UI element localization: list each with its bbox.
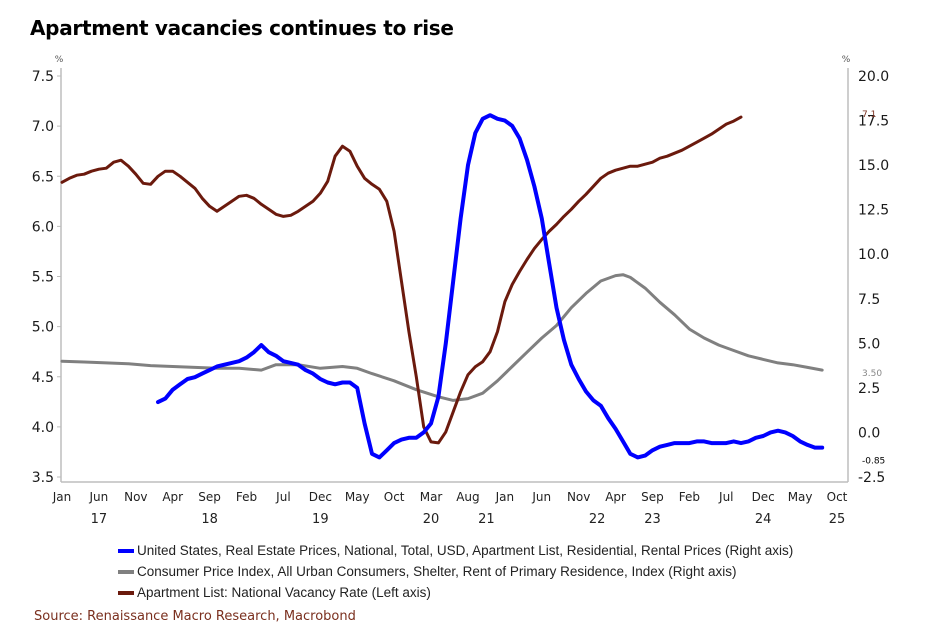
right-tick-label: 7.5 (858, 292, 880, 308)
legend-swatch-brown (118, 590, 134, 595)
x-tick-label: Nov (124, 490, 147, 504)
legend-item-vacancy-rate: Apartment List: National Vacancy Rate (L… (118, 582, 793, 603)
right-tick-label: 0.0 (858, 425, 880, 441)
x-tick-label: Apr (605, 490, 626, 504)
legend-swatch-blue (118, 548, 134, 553)
series-line-vacancy-rate (60, 115, 743, 445)
legend: United States, Real Estate Prices, Natio… (118, 540, 793, 603)
right-tick-label: 12.5 (858, 203, 889, 219)
right-tick-label: 10.0 (858, 247, 889, 263)
x-tick-label: Apr (162, 490, 183, 504)
x-tick-label: Dec (309, 490, 332, 504)
x-tick-label: Jun (531, 490, 551, 504)
year-label: 20 (423, 512, 440, 527)
left-tick-label: 6.5 (32, 169, 54, 185)
x-tick-label: Oct (827, 490, 848, 504)
x-tick-label: Oct (384, 490, 405, 504)
left-tick-label: 7.5 (32, 69, 54, 85)
x-tick-label: May (345, 490, 370, 504)
source-note: Source: Renaissance Macro Research, Macr… (34, 609, 356, 624)
end-label-rental-prices: -0.85 (862, 457, 885, 467)
x-tick-label: Jan (52, 490, 72, 504)
year-label: 25 (829, 512, 846, 527)
legend-item-rental-prices: United States, Real Estate Prices, Natio… (118, 540, 793, 561)
legend-swatch-gray (118, 569, 134, 574)
year-label: 21 (478, 512, 495, 527)
left-tick-label: 5.0 (32, 320, 54, 336)
right-tick-label: 2.5 (858, 381, 880, 397)
x-tick-label: Sep (641, 490, 664, 504)
right-tick-label: 5.0 (858, 336, 880, 352)
legend-label: United States, Real Estate Prices, Natio… (137, 543, 794, 558)
x-tick-label: Feb (679, 490, 700, 504)
left-tick-label: 3.5 (32, 470, 54, 486)
legend-label: Apartment List: National Vacancy Rate (L… (137, 585, 431, 600)
left-tick-label: 4.0 (32, 420, 54, 436)
year-label: 19 (312, 512, 329, 527)
end-labels: -0.85 3.50 7.1 (862, 110, 885, 466)
year-label: 24 (755, 512, 772, 527)
year-label: 18 (201, 512, 218, 527)
axes: % %7.57.06.56.05.55.04.54.03.520.017.515.… (32, 55, 889, 527)
x-tick-label: Nov (567, 490, 590, 504)
year-label: 17 (91, 512, 108, 527)
left-axis-unit: % (55, 55, 64, 65)
right-tick-label: -2.5 (858, 470, 885, 486)
left-tick-label: 4.5 (32, 370, 54, 386)
series-line-rental-prices (156, 113, 825, 460)
year-label: 23 (644, 512, 661, 527)
x-tick-label: Aug (456, 490, 479, 504)
series-line-cpi-rent (60, 273, 824, 402)
legend-label: Consumer Price Index, All Urban Consumer… (137, 564, 737, 579)
x-tick-label: Jul (718, 490, 733, 504)
end-label-cpi-rent: 3.50 (862, 369, 882, 379)
x-tick-label: Mar (420, 490, 443, 504)
left-tick-label: 5.5 (32, 270, 54, 286)
left-tick-label: 6.0 (32, 219, 54, 235)
x-tick-label: Jun (89, 490, 109, 504)
right-tick-label: 15.0 (858, 158, 889, 174)
right-axis-unit: % (842, 55, 851, 65)
legend-item-cpi-rent: Consumer Price Index, All Urban Consumer… (118, 561, 793, 582)
end-label-vacancy-rate: 7.1 (862, 110, 876, 120)
right-tick-label: 20.0 (858, 69, 889, 85)
x-tick-label: Jul (275, 490, 290, 504)
chart-title: Apartment vacancies continues to rise (30, 16, 454, 40)
x-tick-label: Feb (236, 490, 257, 504)
left-tick-label: 7.0 (32, 119, 54, 135)
series-group (60, 113, 825, 460)
x-tick-label: Dec (752, 490, 775, 504)
x-tick-label: Jan (495, 490, 515, 504)
x-tick-label: Sep (198, 490, 221, 504)
right-tick-label: 17.5 (858, 114, 889, 130)
x-tick-label: May (788, 490, 813, 504)
year-label: 22 (589, 512, 606, 527)
